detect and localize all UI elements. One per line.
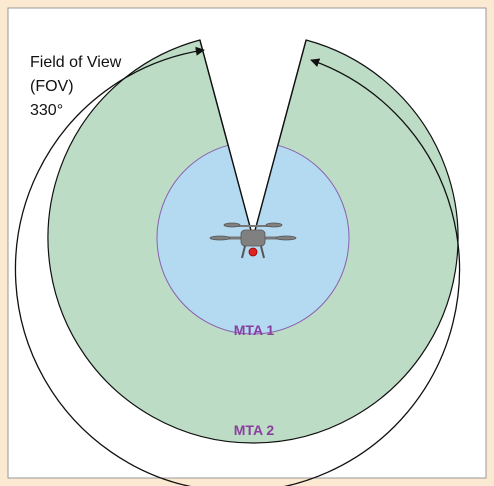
drone bbox=[209, 222, 297, 259]
fov-label: Field of View bbox=[30, 54, 122, 71]
inner-zone-label: MTA 1 bbox=[234, 322, 275, 338]
fov-arc bbox=[14, 46, 461, 486]
fov-label: (FOV) bbox=[30, 78, 74, 95]
outer-zone-label: MTA 2 bbox=[234, 422, 275, 438]
fov-label: 330° bbox=[30, 102, 63, 119]
